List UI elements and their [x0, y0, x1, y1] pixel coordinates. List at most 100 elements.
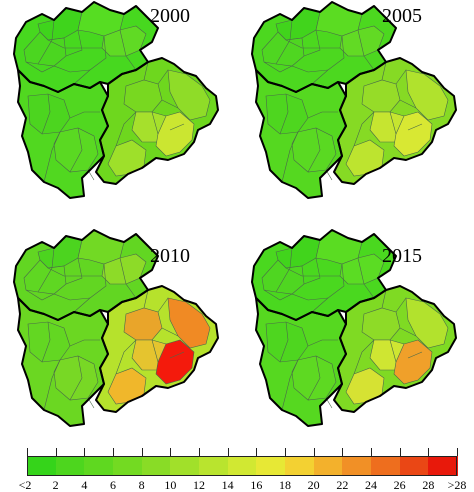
legend-tick — [84, 448, 85, 456]
year-label: 2015 — [382, 245, 422, 267]
legend-tick — [228, 448, 229, 456]
district-border — [389, 339, 397, 363]
legend-label: 18 — [279, 478, 291, 492]
district-e2 — [405, 69, 449, 121]
district-border — [37, 247, 55, 293]
map-panel-2005 — [246, 0, 466, 210]
district-border — [41, 93, 51, 135]
legend-tick — [457, 448, 458, 456]
legend-label: >28 — [447, 478, 467, 492]
choropleth-map — [13, 229, 219, 427]
legend-swatch — [170, 456, 200, 476]
year-label: 2010 — [150, 245, 190, 267]
legend-swatch — [55, 456, 85, 476]
legend-tick — [371, 448, 372, 456]
district-border — [307, 127, 321, 173]
district-border — [115, 339, 137, 375]
legend-tick — [256, 448, 257, 456]
district-e2 — [167, 297, 211, 349]
district-border — [157, 297, 169, 313]
district-border — [303, 29, 321, 57]
district-border — [353, 339, 375, 375]
legend-tick — [400, 448, 401, 456]
district-border — [47, 267, 102, 277]
legend-label: 22 — [336, 478, 349, 492]
legend-tick — [342, 448, 343, 456]
district-border — [73, 263, 107, 313]
region-border-east — [333, 285, 457, 413]
district-border — [69, 111, 100, 119]
district-border — [395, 297, 407, 313]
region-border-west — [17, 297, 109, 427]
district-border — [151, 339, 159, 363]
district-border — [357, 257, 375, 299]
district-border — [399, 327, 417, 337]
district-border — [279, 321, 289, 363]
legend-label: 16 — [250, 478, 263, 492]
district-border — [143, 289, 149, 309]
legend-label: 14 — [221, 478, 234, 492]
legend-tick — [142, 448, 143, 456]
district-border — [311, 35, 345, 85]
region-border-east — [95, 285, 219, 413]
district-e2 — [167, 69, 211, 121]
legend-tick — [170, 448, 171, 456]
district-border — [115, 111, 137, 147]
legend-swatch — [84, 456, 114, 476]
legend-swatch — [227, 456, 257, 476]
district-border — [43, 359, 61, 411]
district-border — [25, 289, 91, 301]
district-border — [41, 321, 51, 363]
district-border — [357, 29, 375, 71]
map-panel-2015 — [246, 228, 466, 438]
choropleth-map — [13, 1, 219, 199]
legend-label: 26 — [393, 478, 406, 492]
legend-swatch — [285, 456, 315, 476]
district-border — [285, 267, 340, 277]
region-border-west — [17, 69, 109, 199]
district-border — [381, 289, 387, 309]
district-e1 — [123, 307, 163, 341]
legend-swatch — [113, 456, 143, 476]
year-label: 2005 — [382, 5, 422, 27]
legend-label: 4 — [81, 478, 88, 492]
district-border — [281, 359, 299, 411]
legend-tick — [113, 448, 114, 456]
district-border — [69, 339, 100, 347]
district-border — [395, 69, 407, 85]
district-border — [353, 111, 375, 147]
legend-tick — [27, 448, 28, 456]
legend-label: 6 — [110, 478, 116, 492]
region-border-east — [95, 57, 219, 185]
legend-swatch — [27, 456, 57, 476]
district-border — [143, 61, 149, 81]
region-border-east — [333, 57, 457, 185]
district-border — [399, 99, 417, 109]
district-e2 — [405, 297, 449, 349]
district-border — [157, 69, 169, 85]
district-border — [263, 289, 329, 301]
district-e4 — [393, 111, 433, 157]
district-border — [407, 351, 423, 359]
district-border — [281, 131, 299, 183]
district-border — [407, 123, 423, 131]
legend-tick — [428, 448, 429, 456]
district-border — [47, 39, 102, 49]
map-panel-2010 — [8, 228, 228, 438]
legend-swatch — [141, 456, 171, 476]
district-e1 — [123, 79, 163, 113]
district-border — [381, 61, 387, 81]
district-e4 — [155, 339, 195, 385]
district-e1 — [361, 79, 401, 113]
district-border — [311, 263, 345, 313]
legend-swatch — [256, 456, 286, 476]
legend-swatch — [428, 456, 458, 476]
district-e4 — [155, 111, 195, 157]
legend-tick — [56, 448, 57, 456]
choropleth-map — [251, 1, 457, 199]
legend-label: 20 — [307, 478, 320, 492]
district-border — [275, 19, 293, 65]
district-border — [169, 351, 185, 359]
year-label: 2000 — [150, 5, 190, 27]
district-border — [119, 29, 137, 71]
